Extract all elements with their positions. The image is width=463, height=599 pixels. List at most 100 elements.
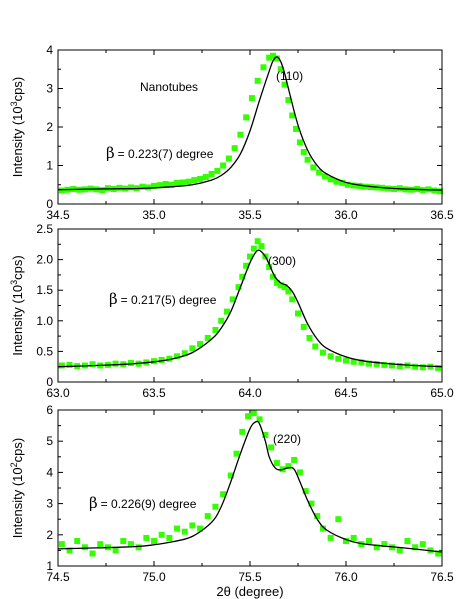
data-point bbox=[285, 463, 292, 470]
panel-top: 34.5 35.0 35.5 36.0 36.5 0 1 2 3 4 Intensity (103c… bbox=[9, 43, 454, 222]
x-tick-label: 75.0 bbox=[142, 570, 166, 584]
data-point bbox=[197, 525, 204, 532]
data-point bbox=[306, 334, 313, 341]
y-tick-label: 2.5 bbox=[36, 222, 53, 236]
data-point bbox=[191, 177, 198, 184]
data-point bbox=[127, 541, 134, 548]
x-tick-label: 35.0 bbox=[142, 208, 166, 222]
data-point bbox=[208, 170, 215, 177]
y-tick-label: 0 bbox=[46, 197, 53, 211]
fit-curve bbox=[57, 249, 443, 368]
data-point bbox=[156, 182, 163, 189]
data-point bbox=[74, 538, 81, 545]
data-point bbox=[344, 181, 351, 188]
data-point bbox=[270, 273, 277, 280]
data-point bbox=[291, 456, 298, 463]
y-tick-label: 0 bbox=[46, 375, 53, 389]
plot-frame bbox=[57, 228, 443, 383]
plot-frame bbox=[57, 49, 443, 205]
data-point bbox=[247, 253, 253, 260]
data-point bbox=[135, 544, 142, 551]
data-point bbox=[381, 361, 388, 368]
data-point bbox=[212, 503, 219, 510]
data-point bbox=[319, 525, 326, 532]
data-point bbox=[404, 538, 411, 545]
data-point bbox=[308, 500, 315, 507]
data-point bbox=[285, 288, 292, 295]
x-tick-label: 36.5 bbox=[430, 208, 454, 222]
data-point bbox=[339, 179, 346, 186]
data-point bbox=[310, 164, 317, 171]
data-point bbox=[396, 363, 403, 370]
data-point bbox=[151, 538, 157, 545]
x-tick-label: 35.5 bbox=[238, 208, 262, 222]
data-point bbox=[343, 357, 349, 364]
x-tick-label: 63.5 bbox=[142, 386, 166, 400]
data-point bbox=[174, 525, 181, 532]
data-point bbox=[112, 547, 119, 554]
data-point bbox=[225, 155, 232, 162]
data-point bbox=[166, 355, 173, 362]
x-tick-label: 65.0 bbox=[430, 386, 454, 400]
data-point bbox=[139, 183, 146, 190]
data-point bbox=[239, 428, 246, 435]
data-point bbox=[258, 243, 265, 250]
data-point bbox=[260, 64, 267, 71]
data-point bbox=[235, 284, 242, 291]
data-point bbox=[316, 169, 323, 176]
data-point bbox=[266, 263, 273, 270]
data-point bbox=[145, 184, 152, 191]
data-point bbox=[89, 361, 96, 368]
data-point bbox=[174, 353, 181, 360]
y-tick-label: 3 bbox=[46, 497, 53, 511]
data-point bbox=[97, 541, 104, 548]
data-point bbox=[356, 182, 363, 189]
data-point bbox=[168, 181, 175, 188]
y-tick-label: 1.5 bbox=[36, 283, 53, 297]
data-point bbox=[289, 296, 296, 303]
data-point bbox=[151, 182, 157, 189]
beta-annotation: β = 0.217(5) degree bbox=[109, 290, 217, 308]
panel-middle: 63.0 63.5 64.0 64.5 65.0 0 0.5 1.0 1.5 2.0 2.5 Inte… bbox=[9, 222, 454, 400]
data-point bbox=[66, 361, 73, 368]
data-point bbox=[179, 179, 186, 186]
fit-curve bbox=[57, 420, 443, 553]
data-point bbox=[296, 139, 303, 146]
data-point bbox=[327, 534, 334, 541]
data-point bbox=[81, 544, 88, 551]
data-point bbox=[273, 460, 280, 467]
data-point bbox=[243, 114, 250, 121]
data-point bbox=[58, 541, 65, 548]
data-point bbox=[233, 450, 240, 457]
data-point bbox=[231, 145, 238, 152]
data-point bbox=[143, 534, 150, 541]
data-point bbox=[381, 541, 388, 548]
data-point bbox=[166, 534, 173, 541]
data-point bbox=[254, 77, 261, 84]
x-tick-label: 34.5 bbox=[46, 208, 70, 222]
data-point bbox=[245, 413, 252, 420]
data-point bbox=[218, 317, 225, 324]
data-point bbox=[189, 522, 196, 529]
data-point bbox=[197, 175, 204, 182]
data-point bbox=[437, 188, 444, 195]
y-tick-label: 6 bbox=[46, 403, 53, 417]
data-point bbox=[314, 513, 321, 520]
x-tick-label: 36.0 bbox=[334, 208, 358, 222]
x-tick-label: 63.0 bbox=[46, 386, 70, 400]
data-point bbox=[220, 491, 227, 498]
y-axis-label: Intensity (102cps) bbox=[9, 438, 25, 538]
data-point bbox=[435, 550, 442, 557]
data-point bbox=[237, 131, 244, 138]
data-point bbox=[229, 296, 236, 303]
data-point bbox=[335, 516, 342, 523]
data-point bbox=[321, 173, 328, 180]
y-tick-label: 1.0 bbox=[36, 314, 53, 328]
y-axis-label: Intensity (103cps) bbox=[9, 255, 25, 355]
data-point bbox=[248, 95, 255, 102]
data-point bbox=[212, 326, 219, 333]
sample-label: Nanotubes bbox=[140, 80, 198, 94]
y-tick-label: 4 bbox=[46, 465, 53, 479]
data-point bbox=[304, 156, 311, 163]
